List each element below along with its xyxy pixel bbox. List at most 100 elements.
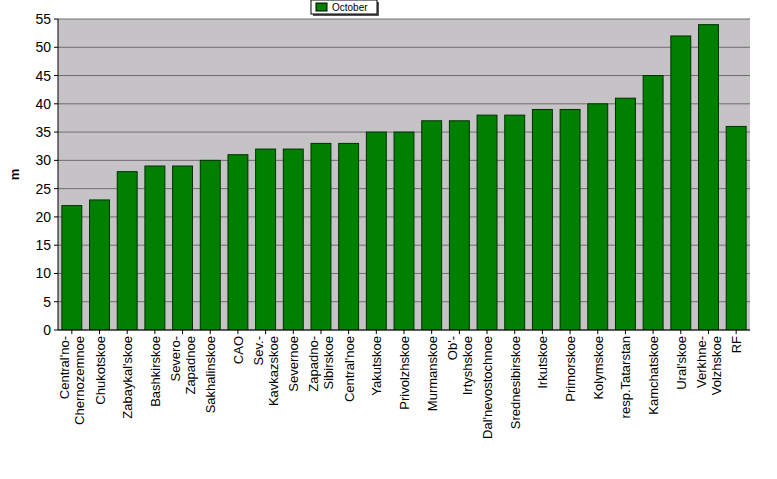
bar — [422, 121, 442, 330]
bar — [90, 200, 110, 330]
category-label: Srednesibirskoe — [508, 336, 523, 429]
grid-line — [58, 47, 750, 48]
bar — [339, 143, 359, 330]
bar — [726, 126, 746, 330]
tick-label: 5 — [43, 294, 51, 310]
tick-label: 30 — [35, 152, 51, 168]
x-tick-mark — [597, 330, 598, 334]
bar — [588, 104, 608, 330]
x-tick-mark — [154, 330, 155, 334]
bar — [643, 76, 663, 330]
category-label: Dal'nevostochnoe — [480, 336, 495, 439]
x-tick-mark — [708, 330, 709, 334]
category-label: Sakhalinskoe — [203, 336, 218, 413]
x-tick-mark — [736, 330, 737, 334]
bar — [394, 132, 414, 330]
legend-swatch — [316, 3, 327, 11]
tick-label: 45 — [35, 68, 51, 84]
tick-label: 20 — [35, 209, 51, 225]
bar — [449, 121, 469, 330]
bar — [311, 143, 331, 330]
category-label: Severnoe — [286, 336, 301, 392]
x-tick-mark — [99, 330, 100, 334]
category-label: Bashkirskoe — [148, 336, 163, 407]
category-label: Yakutskoe — [369, 336, 384, 396]
x-tick-mark — [376, 330, 377, 334]
tick-mark — [54, 245, 58, 246]
category-label: Verkhne-Volzhskoe — [694, 336, 724, 395]
chart: 0510152025303540455055mCentral'no-Cherno… — [0, 0, 777, 479]
tick-label: 0 — [43, 322, 51, 338]
category-label: Privolzhskoe — [397, 336, 412, 410]
bar — [200, 160, 220, 330]
tick-mark — [54, 273, 58, 274]
category-label: Zabaykal'skoe — [120, 336, 135, 419]
x-tick-mark — [265, 330, 266, 334]
category-label: RF — [729, 336, 744, 353]
tick-mark — [54, 188, 58, 189]
x-tick-mark — [625, 330, 626, 334]
bars — [62, 25, 746, 330]
tick-mark — [54, 47, 58, 48]
tick-mark — [54, 160, 58, 161]
category-label: Murmanskoe — [425, 336, 440, 411]
x-tick-mark — [514, 330, 515, 334]
x-tick-mark — [127, 330, 128, 334]
x-tick-mark — [431, 330, 432, 334]
tick-label: 55 — [35, 11, 51, 27]
legend-label: October — [332, 2, 368, 13]
plot-area — [58, 19, 750, 330]
category-label: Sev.-Kavkazskoe — [251, 336, 281, 406]
axis-title: m — [7, 169, 22, 181]
bar — [145, 166, 165, 330]
bar — [477, 115, 497, 330]
category-label: Central'noe — [342, 336, 357, 402]
x-tick-mark — [653, 330, 654, 334]
category-label: Severo-Zapadnoe — [168, 336, 198, 395]
category-label: Ural'skoe — [674, 336, 689, 390]
category-label: Central'no-Chernozemnoe — [57, 336, 87, 425]
category-label: Primorskoe — [563, 336, 578, 402]
y-axis — [58, 19, 59, 330]
bar — [366, 132, 386, 330]
category-label: Ob'-Irtyshskoe — [445, 336, 475, 395]
bar — [615, 98, 635, 330]
bar — [505, 115, 525, 330]
x-tick-mark — [71, 330, 72, 334]
bar — [117, 172, 137, 330]
tick-label: 40 — [35, 96, 51, 112]
bar — [699, 25, 719, 330]
tick-label: 10 — [35, 265, 51, 281]
tick-mark — [54, 75, 58, 76]
bar — [173, 166, 193, 330]
bar — [671, 36, 691, 330]
category-label: CAO — [231, 336, 246, 364]
tick-mark — [54, 301, 58, 302]
tick-mark — [54, 103, 58, 104]
x-tick-mark — [404, 330, 405, 334]
bar — [532, 109, 552, 330]
x-tick-mark — [293, 330, 294, 334]
tick-mark — [54, 216, 58, 217]
tick-label: 25 — [35, 181, 51, 197]
x-tick-mark — [459, 330, 460, 334]
bar — [560, 109, 580, 330]
bar — [283, 149, 303, 330]
legend: October — [311, 0, 379, 16]
category-label: Chukotskoe — [93, 336, 108, 405]
grid-line — [58, 19, 750, 20]
x-tick-mark — [320, 330, 321, 334]
bar — [62, 206, 82, 330]
tick-mark — [54, 330, 58, 331]
category-label: resp.Tatarstan — [618, 336, 633, 418]
tick-label: 35 — [35, 124, 51, 140]
x-tick-mark — [348, 330, 349, 334]
x-tick-mark — [570, 330, 571, 334]
tick-mark — [54, 132, 58, 133]
x-tick-mark — [182, 330, 183, 334]
x-tick-mark — [542, 330, 543, 334]
category-label: Kamchatskoe — [646, 336, 661, 415]
x-tick-mark — [487, 330, 488, 334]
tick-label: 50 — [35, 39, 51, 55]
category-label: Irkutskoe — [535, 336, 550, 389]
